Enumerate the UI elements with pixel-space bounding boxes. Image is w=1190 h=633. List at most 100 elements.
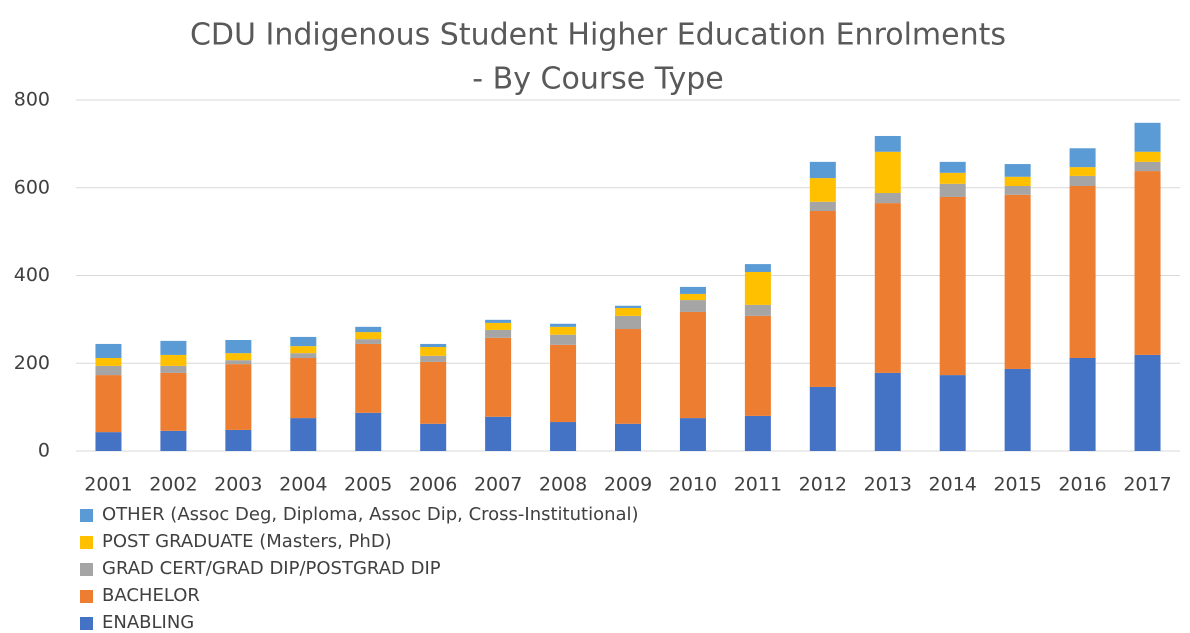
- bar-segment: [290, 346, 317, 354]
- bar-segment: [1069, 185, 1096, 358]
- bar-segment: [679, 293, 706, 301]
- bar-segment: [809, 178, 836, 202]
- bar-segment: [1004, 176, 1031, 186]
- bar-segment: [1004, 164, 1031, 177]
- bar-segment: [679, 418, 706, 451]
- bar-segment: [1004, 368, 1031, 451]
- x-tick-label: 2017: [1123, 474, 1171, 496]
- bar-segment: [744, 304, 771, 316]
- bar-segment: [420, 355, 447, 362]
- bar-segment: [874, 372, 901, 451]
- bar-segment: [290, 353, 317, 358]
- bar-segment: [1069, 148, 1096, 168]
- bar-segment: [95, 375, 122, 433]
- bar-segment: [679, 311, 706, 419]
- y-tick-label: 600: [14, 176, 50, 198]
- bar-segment: [160, 340, 187, 355]
- y-tick-label: 0: [38, 440, 50, 462]
- bar-segment: [1134, 151, 1161, 162]
- bar-segment: [225, 360, 252, 365]
- bar-segment: [550, 323, 577, 327]
- x-tick-label: 2009: [604, 474, 652, 496]
- y-tick-label: 800: [14, 89, 50, 111]
- bar-segment: [225, 339, 252, 354]
- bar-segment: [355, 412, 382, 451]
- bar-segment: [485, 337, 512, 417]
- chart-title: - By Course Type: [472, 62, 723, 97]
- bar-segment: [1134, 171, 1161, 355]
- bar-segment: [485, 322, 512, 330]
- bar-segment: [809, 201, 836, 212]
- bar-segment: [420, 347, 447, 356]
- bar-segment: [1134, 161, 1161, 172]
- bar-segment: [355, 339, 382, 344]
- bar-segment: [615, 423, 641, 451]
- bar-segment: [485, 416, 512, 451]
- bar-segment: [809, 161, 836, 179]
- x-tick-label: 2013: [864, 474, 912, 496]
- y-tick-label: 200: [14, 352, 50, 374]
- bar-segment: [485, 319, 512, 323]
- x-tick-label: 2002: [149, 474, 197, 496]
- bar-segment: [1004, 185, 1031, 195]
- bar-segment: [485, 329, 512, 338]
- bar-segment: [939, 375, 966, 451]
- bar-segment: [874, 193, 901, 204]
- bar-segment: [420, 361, 447, 424]
- bar-segment: [550, 326, 577, 335]
- x-tick-label: 2011: [734, 474, 782, 496]
- bar-segment: [939, 183, 966, 197]
- chart-title: CDU Indigenous Student Higher Education …: [190, 18, 1006, 53]
- legend-swatch: [80, 590, 93, 603]
- x-tick-label: 2015: [993, 474, 1041, 496]
- y-tick-label: 400: [14, 264, 50, 286]
- bar-segment: [615, 305, 641, 308]
- bar-segment: [160, 430, 187, 451]
- legend-label: OTHER (Assoc Deg, Diploma, Assoc Dip, Cr…: [102, 504, 639, 525]
- bar-segment: [1069, 167, 1096, 176]
- bar-segment: [874, 151, 901, 194]
- x-tick-label: 2014: [929, 474, 977, 496]
- bar-segment: [290, 418, 317, 451]
- bar-segment: [355, 332, 382, 340]
- legend-swatch: [80, 617, 93, 630]
- legend-swatch: [80, 509, 93, 522]
- bar-segment: [679, 286, 706, 294]
- x-tick-label: 2010: [669, 474, 717, 496]
- bar-segment: [95, 343, 122, 358]
- bar-segment: [355, 343, 382, 413]
- bar-segment: [95, 365, 122, 376]
- bar-segment: [809, 386, 836, 451]
- bar-segment: [615, 329, 641, 424]
- bar-segment: [355, 326, 382, 333]
- bar-segment: [744, 271, 771, 305]
- x-tick-label: 2004: [279, 474, 327, 496]
- bar-segment: [744, 315, 771, 416]
- bar-segment: [939, 161, 966, 173]
- bar-segment: [225, 353, 252, 361]
- bar-segment: [420, 423, 447, 451]
- x-tick-label: 2005: [344, 474, 392, 496]
- bar-segment: [1134, 354, 1161, 451]
- legend-label: POST GRADUATE (Masters, PhD): [102, 531, 392, 552]
- bar-segment: [550, 344, 577, 423]
- bar-segment: [550, 422, 577, 451]
- bar-segment: [679, 300, 706, 312]
- bar-segment: [615, 315, 641, 330]
- x-tick-label: 2003: [214, 474, 262, 496]
- bar-segment: [1069, 357, 1096, 451]
- x-tick-label: 2007: [474, 474, 522, 496]
- bar-segment: [160, 372, 187, 431]
- legend-swatch: [80, 563, 93, 576]
- bar-segment: [290, 336, 317, 347]
- bar-segment: [550, 334, 577, 345]
- legend-swatch: [80, 536, 93, 549]
- bar-segment: [95, 357, 122, 366]
- bar-segment: [225, 364, 252, 430]
- bar-segment: [874, 135, 901, 152]
- bar-segment: [874, 203, 901, 373]
- bar-segment: [1069, 175, 1096, 186]
- bar-segment: [615, 307, 641, 316]
- bar-segment: [160, 354, 187, 366]
